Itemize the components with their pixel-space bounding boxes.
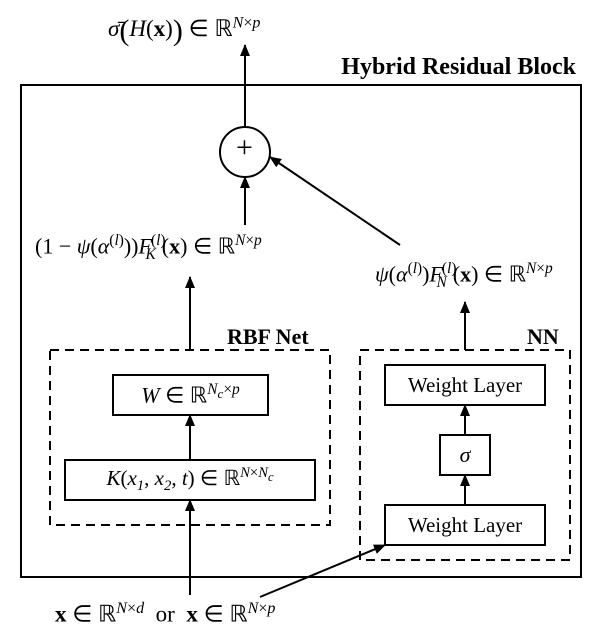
nn-branch-formula: ψ(α(l))F(l)N(x) ∈ ℝN×p (375, 260, 553, 292)
block-title: Hybrid Residual Block (341, 54, 576, 81)
sum-node-plus: + (236, 131, 253, 165)
weight-layer-top-label: Weight Layer (385, 365, 545, 405)
K-box-label: K(x1, x2, t) ∈ ℝN×Nc (65, 460, 315, 500)
nn-subnet-title: NN (527, 324, 559, 350)
rbf-subnet-title: RBF Net (227, 324, 309, 350)
rbf-branch-formula: (1 − ψ(α(l)))F(l)K(x) ∈ ℝN×p (35, 232, 262, 264)
input-label: x ∈ ℝN×d or x ∈ ℝN×p (55, 600, 275, 628)
arrow-input-WLbot (260, 545, 385, 597)
output-label: σ̄(H(x)) ∈ ℝN×p (108, 10, 260, 44)
weight-layer-bottom-label: Weight Layer (385, 505, 545, 545)
W-box-label: W ∈ ℝNc×p (113, 375, 268, 415)
arrow-midright-plus (270, 157, 400, 245)
sigma-box-label: σ (440, 435, 490, 475)
